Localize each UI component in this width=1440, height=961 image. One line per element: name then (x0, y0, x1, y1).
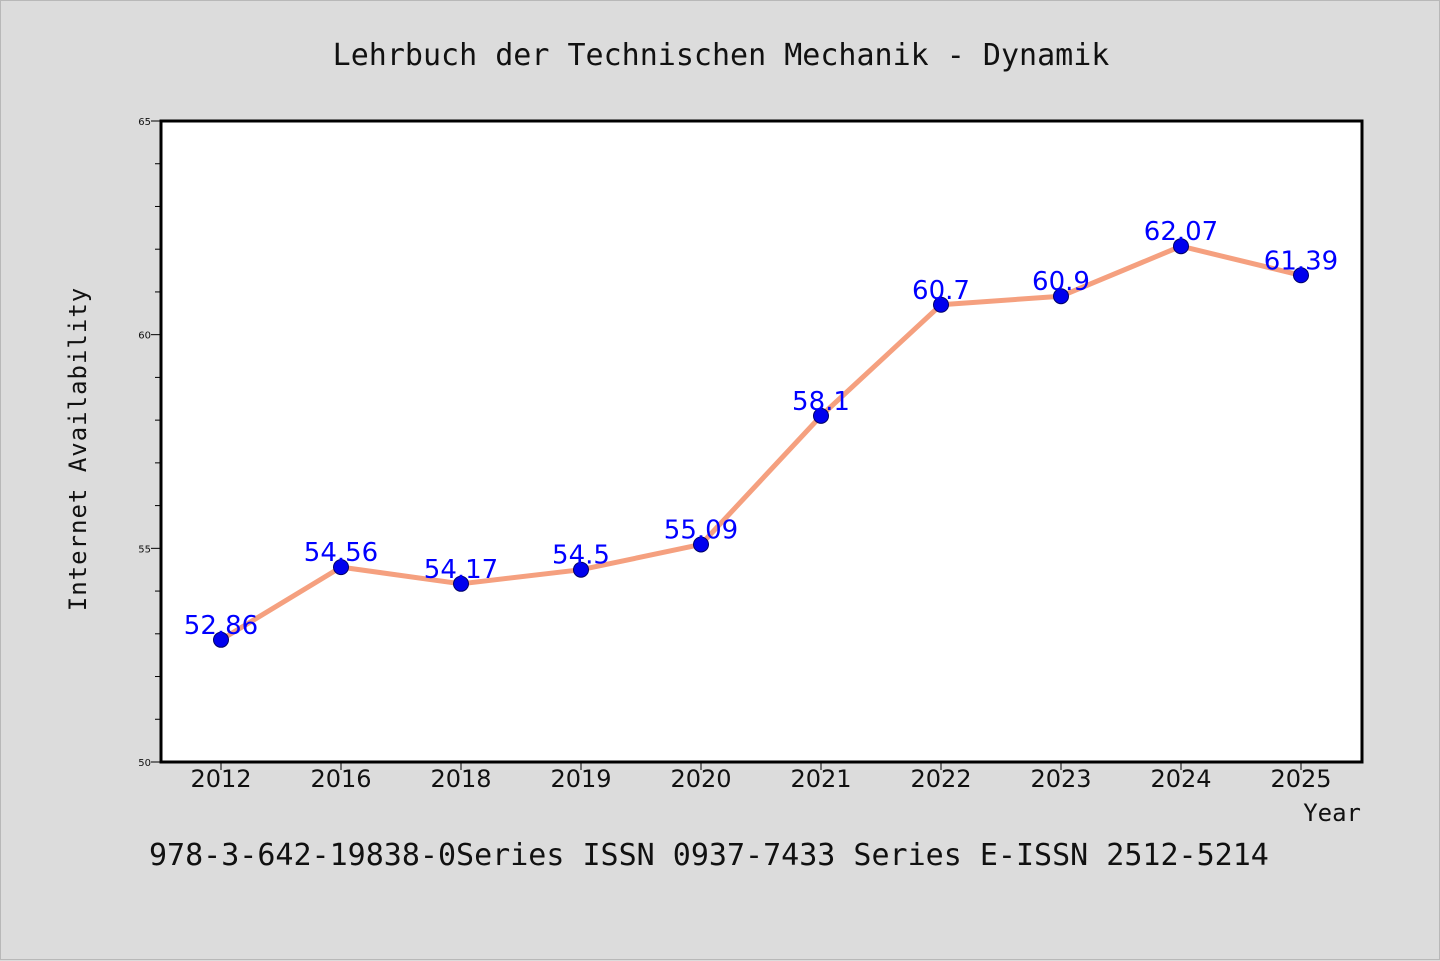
x-tick-label: 2024 (1150, 765, 1211, 793)
x-tick-label: 2025 (1270, 765, 1331, 793)
data-label: 54.17 (424, 555, 498, 585)
y-tick-label: 50 (138, 758, 151, 769)
x-axis: 2012 2016 2018 2019 2020 2021 2022 2023 2024 2025 (190, 762, 1332, 793)
x-tick-label: 2020 (670, 765, 731, 793)
data-label: 60.7 (912, 276, 970, 306)
x-tick-label: 2022 (910, 765, 971, 793)
data-point (693, 536, 709, 553)
x-tick-label: 2012 (190, 765, 251, 793)
series-line-group (218, 243, 1304, 643)
data-labels: 52.86 54.56 54.17 54.5 55.09 58.1 60.7 60.9 62.0… (184, 217, 1338, 641)
data-point (1053, 288, 1069, 305)
data-label: 54.56 (304, 538, 378, 568)
y-axis-label: Internet Availability (64, 287, 92, 611)
data-label: 60.9 (1032, 267, 1090, 297)
footer-isbn-issn: 978-3-642-19838-0Series ISSN 0937-7433 S… (149, 838, 1269, 873)
x-tick-label: 2019 (550, 765, 611, 793)
x-tick-label: 2023 (1030, 765, 1091, 793)
x-tick-label: 2016 (310, 765, 371, 793)
y-tick-label: 60 (138, 331, 151, 342)
data-point (1293, 267, 1309, 284)
data-point (573, 561, 589, 578)
data-points (213, 238, 1309, 648)
data-label: 52.86 (184, 611, 258, 641)
x-tick-label: 2021 (790, 765, 851, 793)
y-axis: 50 55 60 65 (138, 117, 161, 769)
data-point (933, 296, 949, 313)
series-line (218, 243, 1304, 643)
data-label: 62.07 (1144, 217, 1218, 247)
x-axis-label: Year (1303, 799, 1361, 827)
plot-area (159, 119, 1364, 764)
data-point (813, 407, 829, 424)
y-tick-label: 55 (138, 544, 151, 555)
data-point (1173, 238, 1189, 255)
chart-title: Lehrbuch der Technischen Mechanik - Dyna… (333, 38, 1110, 73)
data-point (453, 575, 469, 592)
data-label: 54.5 (552, 541, 610, 571)
data-label: 61.39 (1264, 246, 1338, 276)
data-label: 58.1 (792, 387, 850, 417)
data-point (213, 631, 229, 648)
data-point (333, 559, 349, 576)
data-label: 55.09 (664, 515, 738, 545)
x-tick-label: 2018 (430, 765, 491, 793)
y-tick-label: 65 (138, 117, 151, 128)
